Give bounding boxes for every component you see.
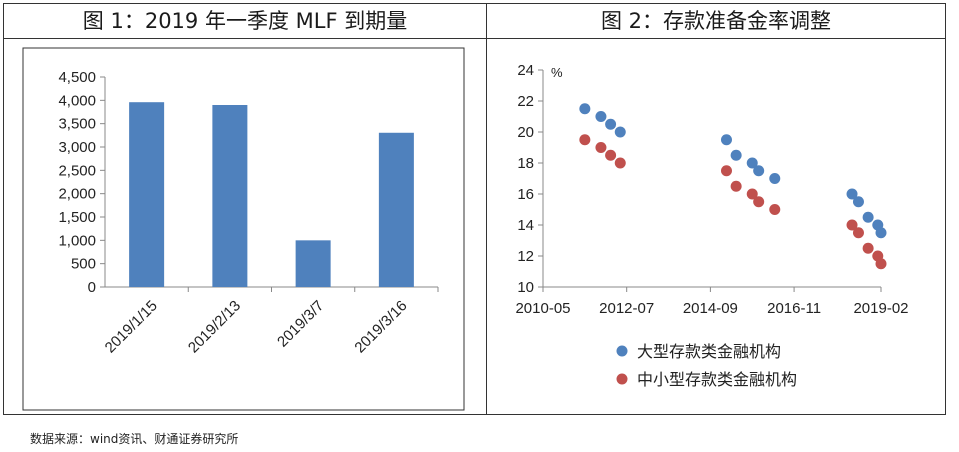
chart-1-bar-mlf: 0 500 1,000 1,500 2,000 2,500 3,000 3,500 4,000 4… xyxy=(22,47,465,411)
chart-1-y-tick-label: 3,000 xyxy=(58,139,96,156)
figure-frame: 图 1：2019 年一季度 MLF 到期量 图 2：存款准备金率调整 xyxy=(3,3,946,415)
chart-2-point-large xyxy=(746,157,758,169)
chart-1-y-tick-label: 0 xyxy=(88,279,96,296)
chart-2-point-small xyxy=(605,149,617,161)
chart-2-point-large xyxy=(852,196,864,208)
chart-2-x-tick-label: 2014-09 xyxy=(683,300,738,317)
chart-1-x-tick-label: 2019/1/15 xyxy=(102,297,161,356)
source-note: 数据来源：wind资讯、财通证券研究所 xyxy=(30,432,239,446)
chart-2-point-small xyxy=(753,196,765,208)
chart-2-point-large xyxy=(862,211,874,223)
chart-1-plot-frame xyxy=(22,47,465,411)
chart-2-point-small xyxy=(730,180,742,192)
chart-2-point-small xyxy=(852,227,864,239)
chart-1-y-tick-label: 4,000 xyxy=(58,92,96,109)
chart-2-point-small xyxy=(579,134,591,146)
chart-2-legend-label: 大型存款类金融机构 xyxy=(637,342,781,361)
chart-2-title: 图 2：存款准备金率调整 xyxy=(600,9,832,33)
chart-2-point-large xyxy=(595,111,607,122)
chart-2-legend-marker xyxy=(616,345,628,357)
chart-2-y-tick-label: 12 xyxy=(517,248,534,265)
chart-2-point-large xyxy=(614,126,626,138)
chart-2-point-small xyxy=(720,165,732,177)
chart-1-bar xyxy=(212,105,248,287)
chart-1-y-tick-label: 2,000 xyxy=(58,186,96,203)
chart-2-point-small xyxy=(862,242,874,254)
chart-1-y-tick-label: 1,500 xyxy=(58,209,96,226)
chart-1-y-tick-label: 2,500 xyxy=(58,162,96,179)
chart-2-x-tick-label: 2016-11 xyxy=(767,300,821,317)
chart-2-point-small xyxy=(746,188,758,200)
chart-2-point-large xyxy=(605,118,617,130)
chart-2-point-small xyxy=(595,142,607,153)
chart-1-bar xyxy=(295,240,331,287)
chart-2-point-small xyxy=(846,219,858,231)
chart-2-point-large xyxy=(753,165,765,177)
chart-2-point-large xyxy=(875,227,887,239)
chart-2-point-large xyxy=(769,173,781,184)
chart-2-point-large xyxy=(846,188,858,200)
panel-divider xyxy=(486,4,487,414)
chart-2-point-large xyxy=(579,103,591,115)
chart-2-y-unit-label: % xyxy=(551,65,563,80)
chart-1-y-tick-label: 3,500 xyxy=(58,116,96,133)
chart-2-x-tick-label: 2012-07 xyxy=(599,300,654,317)
chart-1-bar xyxy=(378,132,414,287)
chart-2-point-small xyxy=(769,204,781,215)
chart-2-y-tick-label: 14 xyxy=(517,217,534,234)
chart-1-title: 图 1：2019 年一季度 MLF 到期量 xyxy=(82,9,408,33)
chart-1-bar xyxy=(129,102,165,287)
title-row xyxy=(4,4,945,39)
chart-1-y-tick-label: 1,000 xyxy=(58,232,96,249)
chart-2-point-small xyxy=(614,157,626,169)
chart-1-x-tick-label: 2019/2/13 xyxy=(185,297,244,356)
chart-2-x-tick-label: 2010-05 xyxy=(515,300,570,317)
chart-2-scatter-rrr: 10 12 14 16 18 20 22 24 % 2010-05 2012-07 2014-09 20… xyxy=(515,62,908,389)
chart-2-point-large xyxy=(720,134,732,146)
chart-2-legend-marker xyxy=(616,373,628,385)
chart-1-x-tick-label: 2019/3/7 xyxy=(274,297,327,350)
chart-2-x-tick-label: 2019-02 xyxy=(853,300,908,317)
chart-2-y-tick-label: 16 xyxy=(517,186,534,203)
chart-1-y-tick-label: 500 xyxy=(71,256,96,273)
chart-2-y-tick-label: 18 xyxy=(517,155,534,172)
chart-2-y-tick-label: 24 xyxy=(517,62,534,79)
chart-2-y-tick-label: 10 xyxy=(517,279,534,296)
chart-2-point-large xyxy=(730,149,742,161)
chart-2-legend-label: 中小型存款类金融机构 xyxy=(637,370,797,389)
chart-1-y-tick-label: 4,500 xyxy=(58,69,96,86)
chart-2-y-tick-label: 22 xyxy=(517,93,534,110)
chart-2-point-small xyxy=(875,258,887,270)
chart-2-y-tick-label: 20 xyxy=(517,124,534,141)
chart-1-x-tick-label: 2019/3/16 xyxy=(351,297,410,356)
